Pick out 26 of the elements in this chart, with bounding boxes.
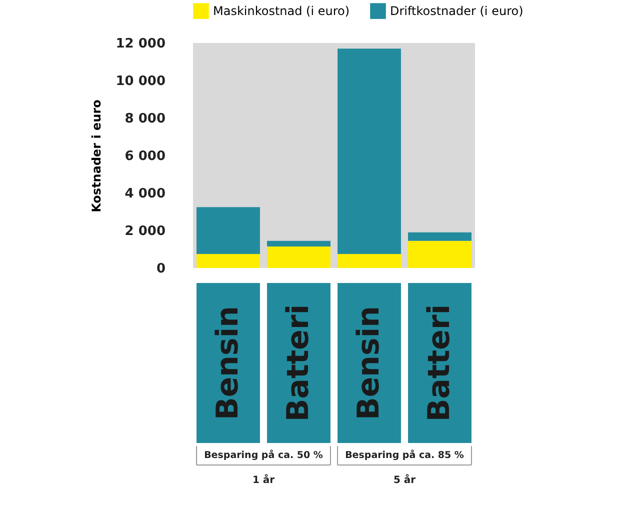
y-tick-label: 0 [156,262,166,276]
bar [196,207,260,254]
y-tick-label: 10 000 [116,74,166,89]
x-tick-label: Bensin [210,306,246,420]
y-tick-label: 8 000 [124,112,166,126]
y-tick-label: 2 000 [124,224,166,239]
x-tick-label: Batteri [280,304,316,422]
bar [408,232,472,241]
x-tick-label: Bensin [351,306,386,420]
y-tick-label: 4 000 [124,186,166,202]
legend-label: Driftkostnader (i euro) [390,4,524,18]
x-tick-label: Batteri [422,304,457,422]
bar [408,240,472,268]
y-axis-title: Kostnader i euro [90,100,104,212]
bar [338,254,401,268]
y-tick-label: 12 000 [116,36,166,52]
bar [267,240,330,246]
bar [196,254,260,268]
text: Besparing på ca. 85 % [345,449,464,461]
text: 5 år [393,474,416,486]
y-tick-label: 6 000 [124,149,166,164]
bar [338,48,401,254]
legend-label: Maskinkostnad (i euro) [213,4,350,18]
bar [267,246,330,268]
text: 1 år [252,474,275,486]
text: Besparing på ca. 50 % [204,449,324,461]
